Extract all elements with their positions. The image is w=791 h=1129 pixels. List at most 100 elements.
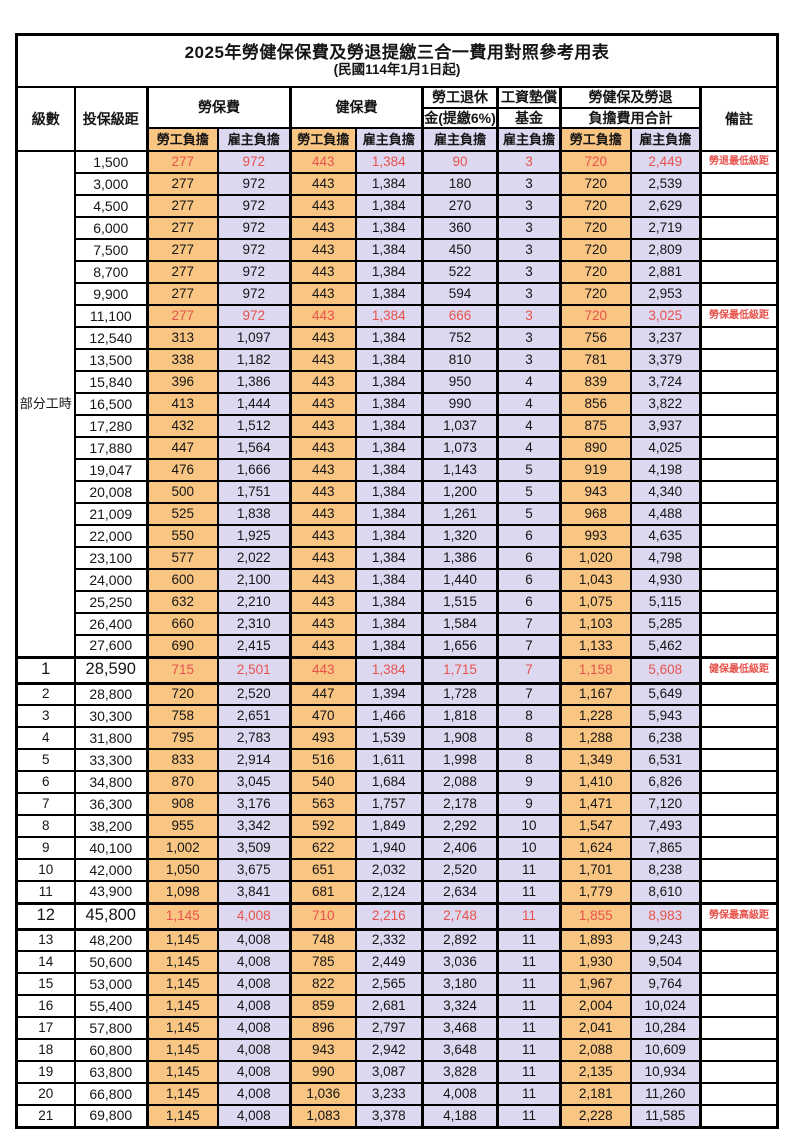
health-employee-cell: 443 <box>289 502 357 526</box>
table-row: 12 45,800 1,145 4,008 710 2,216 2,748 11 1,855 8,… <box>15 901 779 931</box>
table-row: 13 48,200 1,145 4,008 748 2,332 2,892 11 1,893 9,… <box>15 928 779 952</box>
bracket-cell: 6,000 <box>73 216 149 240</box>
labor-employer-cell: 1,512 <box>216 414 292 438</box>
health-employer-cell: 1,394 <box>354 682 424 706</box>
total-employee-cell: 720 <box>559 304 632 328</box>
pension-employer-cell: 522 <box>421 260 499 284</box>
bracket-cell: 20,008 <box>73 480 149 504</box>
pension-employer-cell: 2,892 <box>421 928 499 952</box>
level-cell: 9 <box>15 836 76 860</box>
health-employee-cell: 443 <box>289 348 357 372</box>
wage-fund-employer-cell: 11 <box>496 1016 562 1040</box>
health-employee-cell: 443 <box>289 634 357 658</box>
health-employer-cell: 1,384 <box>354 194 424 218</box>
labor-employer-cell: 1,182 <box>216 348 292 372</box>
pension-employer-cell: 2,748 <box>421 901 499 931</box>
labor-employer-cell: 4,008 <box>216 1060 292 1084</box>
bracket-cell: 3,000 <box>73 172 149 196</box>
bracket-cell: 19,047 <box>73 458 149 482</box>
health-employee-cell: 470 <box>289 704 357 728</box>
col-header-pension-line2: 金(提繳6%) <box>421 107 499 129</box>
labor-employee-cell: 833 <box>146 748 219 772</box>
remark-cell <box>698 172 779 196</box>
wage-fund-employer-cell: 3 <box>496 326 562 350</box>
bracket-cell: 8,700 <box>73 260 149 284</box>
total-employee-cell: 2,181 <box>559 1082 632 1106</box>
total-employee-cell: 1,701 <box>559 858 632 882</box>
subheader-total-employer: 雇主負擔 <box>629 127 702 152</box>
labor-employee-cell: 500 <box>146 480 219 504</box>
table-row: 9,900 277 972 443 1,384 594 3 720 2,953 <box>17 282 779 306</box>
health-employer-cell: 1,611 <box>354 748 424 772</box>
total-employee-cell: 1,133 <box>559 634 632 658</box>
labor-employer-cell: 2,783 <box>216 726 292 750</box>
level-cell: 12 <box>15 901 76 931</box>
remark-cell: 勞退最低級距 <box>698 150 779 174</box>
health-employer-cell: 1,849 <box>354 814 424 838</box>
table-row: 15 53,000 1,145 4,008 822 2,565 3,180 11 1,967 9,… <box>15 972 779 996</box>
bracket-cell: 57,800 <box>73 1016 149 1040</box>
health-employer-cell: 1,384 <box>354 150 424 174</box>
col-header-level: 級數 <box>15 86 76 152</box>
level-cell: 7 <box>15 792 76 816</box>
total-employer-cell: 4,025 <box>629 436 702 460</box>
labor-employer-cell: 2,022 <box>216 546 292 570</box>
health-employee-cell: 443 <box>289 546 357 570</box>
total-employee-cell: 1,228 <box>559 704 632 728</box>
subheader-labor-employee: 勞工負擔 <box>146 127 219 152</box>
bracket-cell: 28,590 <box>73 655 149 685</box>
labor-employee-cell: 1,145 <box>146 1104 219 1128</box>
health-employee-cell: 443 <box>289 172 357 196</box>
health-employer-cell: 1,384 <box>354 326 424 350</box>
health-employee-cell: 443 <box>289 392 357 416</box>
level-cell: 20 <box>15 1082 76 1106</box>
bracket-cell: 43,900 <box>73 880 149 904</box>
table-row: 18 60,800 1,145 4,008 943 2,942 3,648 11 2,088 10… <box>15 1038 779 1062</box>
health-employee-cell: 443 <box>289 480 357 504</box>
labor-employer-cell: 972 <box>216 150 292 174</box>
total-employee-cell: 1,779 <box>559 880 632 904</box>
remark-cell <box>698 682 779 706</box>
level-cell: 16 <box>15 994 76 1018</box>
pension-employer-cell: 2,178 <box>421 792 499 816</box>
health-employer-cell: 1,384 <box>354 370 424 394</box>
labor-employee-cell: 338 <box>146 348 219 372</box>
total-employee-cell: 1,547 <box>559 814 632 838</box>
subheader-health-employer: 雇主負擔 <box>354 127 424 152</box>
level-cell: 1 <box>15 655 76 685</box>
labor-employee-cell: 447 <box>146 436 219 460</box>
part-time-group-label: 部分工時 <box>15 150 76 658</box>
pension-employer-cell: 1,584 <box>421 612 499 636</box>
level-cell: 2 <box>15 682 76 706</box>
total-employer-cell: 5,462 <box>629 634 702 658</box>
total-employer-cell: 4,198 <box>629 458 702 482</box>
remark-cell <box>698 880 779 904</box>
labor-employer-cell: 1,751 <box>216 480 292 504</box>
bracket-cell: 50,600 <box>73 950 149 974</box>
remark-cell <box>698 194 779 218</box>
bracket-cell: 31,800 <box>73 726 149 750</box>
bracket-cell: 15,840 <box>73 370 149 394</box>
total-employer-cell: 6,238 <box>629 726 702 750</box>
title-row: 2025年勞健保保費及勞退提繳三合一費用對照參考用表 (民國114年1月1日起) <box>15 33 779 88</box>
pension-employer-cell: 1,386 <box>421 546 499 570</box>
total-employer-cell: 10,609 <box>629 1038 702 1062</box>
total-employer-cell: 5,649 <box>629 682 702 706</box>
remark-cell: 勞保最高級距 <box>698 901 779 931</box>
labor-employee-cell: 277 <box>146 172 219 196</box>
labor-employee-cell: 277 <box>146 260 219 284</box>
remark-cell <box>698 414 779 438</box>
table-row: 8 38,200 955 3,342 592 1,849 2,292 10 1,547 7,493 <box>15 814 779 838</box>
labor-employer-cell: 1,925 <box>216 524 292 548</box>
pension-employer-cell: 1,998 <box>421 748 499 772</box>
pension-employer-cell: 2,292 <box>421 814 499 838</box>
wage-fund-employer-cell: 11 <box>496 858 562 882</box>
total-employer-cell: 4,635 <box>629 524 702 548</box>
wage-fund-employer-cell: 7 <box>496 612 562 636</box>
labor-employee-cell: 396 <box>146 370 219 394</box>
health-employee-cell: 859 <box>289 994 357 1018</box>
level-cell: 8 <box>15 814 76 838</box>
wage-fund-employer-cell: 4 <box>496 392 562 416</box>
labor-employer-cell: 2,520 <box>216 682 292 706</box>
health-employee-cell: 943 <box>289 1038 357 1062</box>
